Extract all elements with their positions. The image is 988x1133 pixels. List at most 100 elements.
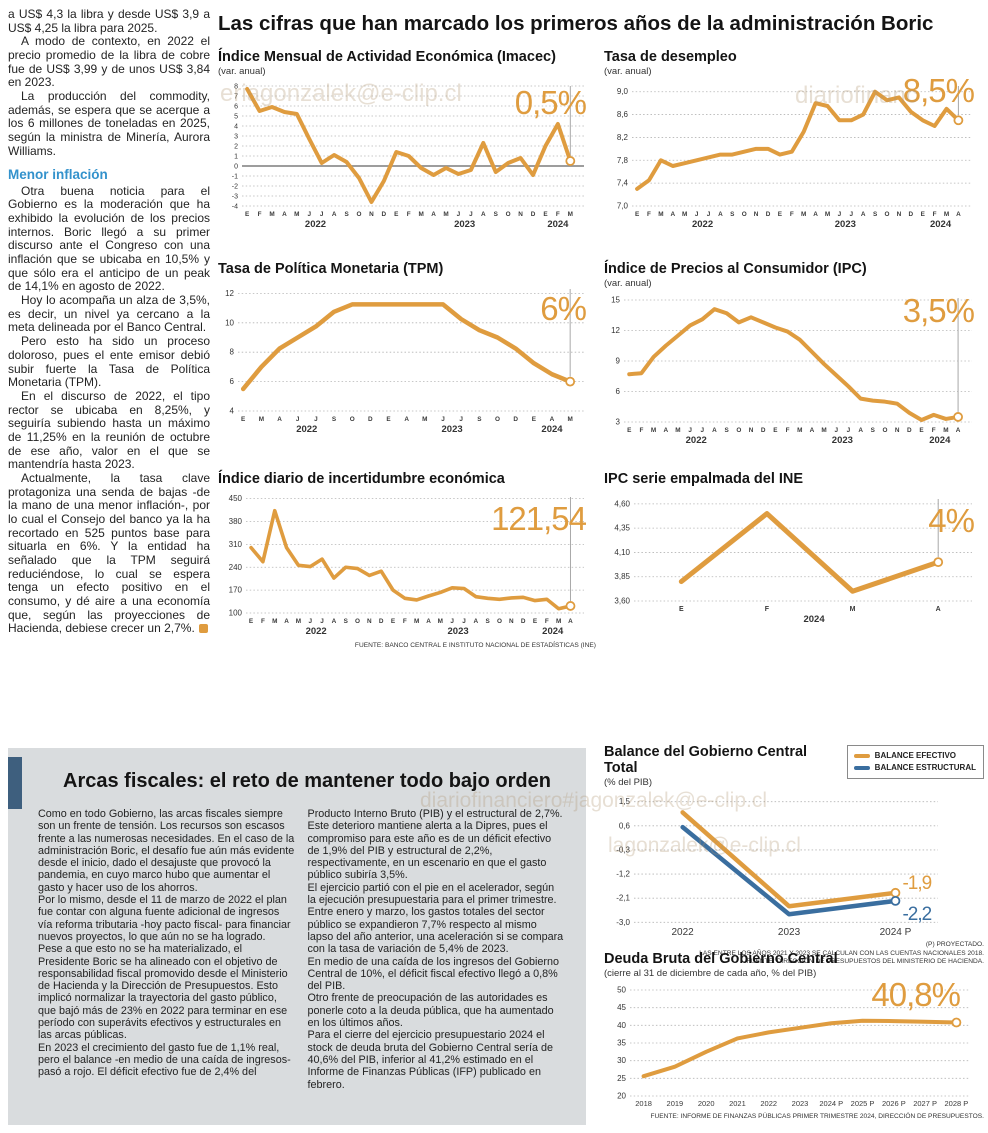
chart-subtitle: (cierre al 31 de diciembre de cada año, … [604,967,817,979]
svg-text:D: D [521,618,526,625]
article-paragraph: A modo de contexto, en 2022 el precio pr… [8,34,210,90]
svg-text:N: N [897,211,902,218]
article-paragraph: Pero esto ha sido un proceso doloroso, p… [8,334,210,390]
chart-balance: Balance del Gobierno Central Total BALAN… [604,744,984,966]
svg-text:7,4: 7,4 [617,179,629,188]
svg-text:D: D [761,427,766,434]
svg-text:F: F [933,211,937,218]
svg-text:M: M [658,211,663,218]
svg-text:E: E [773,427,778,434]
svg-text:E: E [532,416,537,423]
chart-ipc: Índice de Precios al Consumidor (IPC) (v… [604,261,984,450]
svg-text:E: E [543,211,548,218]
article-subhead: Menor inflación [8,167,108,183]
svg-text:2024: 2024 [541,424,563,435]
svg-text:O: O [736,427,741,434]
svg-text:M: M [850,606,856,613]
svg-text:240: 240 [229,563,243,572]
svg-text:-3: -3 [232,194,238,201]
svg-text:2022: 2022 [686,435,707,446]
svg-text:J: J [296,416,300,423]
svg-text:J: J [308,618,312,625]
svg-text:D: D [907,427,912,434]
svg-text:M: M [556,618,561,625]
svg-text:35: 35 [617,1039,626,1048]
svg-text:2024: 2024 [930,219,952,230]
chart-footnote: (P) PROYECTADO. [925,941,984,949]
svg-text:D: D [513,416,518,423]
svg-text:2024: 2024 [542,626,564,637]
svg-text:S: S [730,211,735,218]
svg-text:S: S [873,211,878,218]
svg-text:2020: 2020 [698,1099,715,1108]
svg-text:J: J [462,618,466,625]
svg-text:E: E [394,211,399,218]
svg-text:2022: 2022 [305,219,326,230]
svg-text:2024: 2024 [547,219,569,230]
svg-text:A: A [550,416,555,423]
svg-text:A: A [568,618,573,625]
svg-text:J: J [707,211,711,218]
svg-text:6: 6 [230,377,235,386]
chart-latest-value: 6% [540,290,587,327]
fiscal-paragraph: Pese a que esto no se ha materializado, … [38,943,288,1042]
svg-text:N: N [895,427,900,434]
svg-text:A: A [332,211,337,218]
svg-text:M: M [801,211,806,218]
svg-text:D: D [382,211,387,218]
svg-text:-1: -1 [232,174,238,181]
chart-imacec: Índice Mensual de Actividad Económica (I… [218,49,596,234]
svg-text:2023: 2023 [792,1099,809,1108]
svg-text:M: M [269,211,274,218]
svg-text:J: J [450,618,454,625]
svg-text:4: 4 [234,124,238,131]
svg-text:E: E [921,211,926,218]
svg-text:0: 0 [234,164,238,171]
svg-text:9,0: 9,0 [617,88,629,97]
svg-text:F: F [639,427,643,434]
svg-text:A: A [474,618,479,625]
chart-latest-value: 4% [928,502,975,539]
chart-latest-value: 3,5% [902,292,975,329]
svg-text:J: J [688,427,692,434]
svg-text:4,60: 4,60 [614,499,630,508]
svg-text:2022: 2022 [296,424,317,435]
svg-text:A: A [936,606,941,613]
chart-subtitle: (% del PIB) [604,776,653,788]
svg-text:S: S [494,211,499,218]
svg-text:O: O [497,618,502,625]
chart-subtitle: (var. anual) [218,65,266,77]
svg-text:2023: 2023 [442,424,463,435]
svg-text:F: F [786,427,790,434]
chart-ipc-empalmada: IPC serie empalmada del INE 4% 4,60 4,35 4… [604,471,984,629]
svg-text:2024 P: 2024 P [880,927,912,938]
page-title: Las cifras que han marcado los primeros … [218,12,934,35]
svg-text:M: M [422,416,427,423]
svg-text:2024 P: 2024 P [819,1099,843,1108]
svg-text:J: J [834,427,838,434]
svg-text:2024: 2024 [803,614,825,625]
svg-text:M: M [797,427,802,434]
fiscal-paragraph: Como en todo Gobierno, las arcas fiscale… [38,808,295,894]
svg-text:2018: 2018 [635,1099,652,1108]
svg-text:A: A [277,416,282,423]
svg-text:380: 380 [229,517,243,526]
svg-text:2027 P: 2027 P [913,1099,937,1108]
chart-legend: BALANCE EFECTIVO BALANCE ESTRUCTURAL [846,745,984,779]
svg-text:8,2: 8,2 [617,133,629,142]
chart-incertidumbre: Índice diario de incertidumbre económica… [218,471,596,649]
ipc-empalmada-plot: 4,60 4,35 4,10 3,85 3,60 E F M A 2024 [614,498,972,625]
svg-text:N: N [509,618,514,625]
svg-text:2022: 2022 [692,219,713,230]
svg-text:J: J [320,211,324,218]
svg-text:J: J [459,416,463,423]
svg-text:6: 6 [234,104,238,111]
fiscal-column-left: Como en todo Gobierno, las arcas fiscale… [38,808,295,1091]
svg-text:M: M [825,211,830,218]
svg-text:J: J [308,211,312,218]
svg-text:M: M [651,427,656,434]
svg-text:F: F [790,211,794,218]
svg-text:A: A [426,618,431,625]
svg-text:M: M [821,427,826,434]
